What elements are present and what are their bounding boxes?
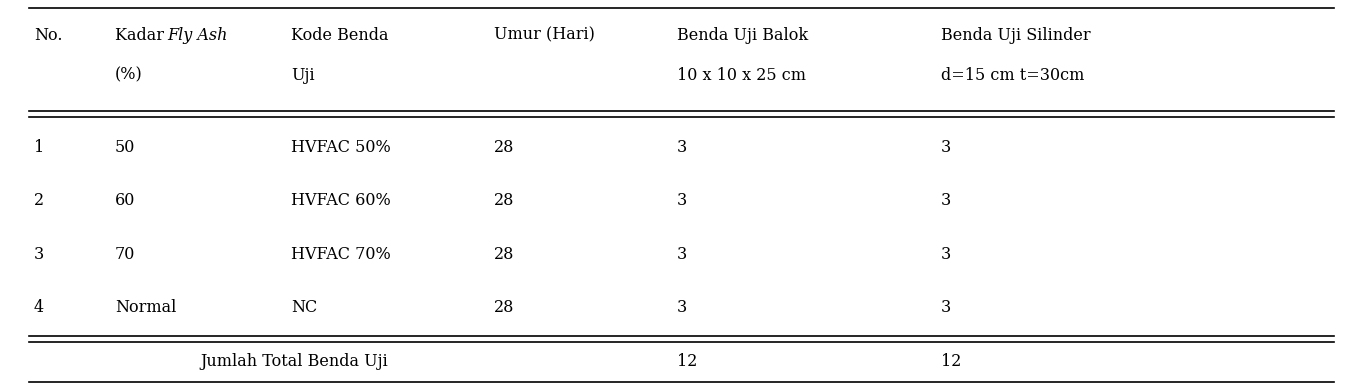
Text: 3: 3 bbox=[677, 139, 688, 156]
Text: 3: 3 bbox=[34, 246, 45, 262]
Text: Benda Uji Silinder: Benda Uji Silinder bbox=[941, 27, 1091, 44]
Text: 70: 70 bbox=[115, 246, 135, 262]
Text: Uji: Uji bbox=[291, 67, 314, 83]
Text: 28: 28 bbox=[494, 246, 515, 262]
Text: HVFAC 50%: HVFAC 50% bbox=[291, 139, 391, 156]
Text: 10 x 10 x 25 cm: 10 x 10 x 25 cm bbox=[677, 67, 806, 83]
Text: Fly Ash: Fly Ash bbox=[167, 27, 227, 44]
Text: 3: 3 bbox=[941, 299, 952, 316]
Text: 12: 12 bbox=[677, 353, 697, 369]
Text: 1: 1 bbox=[34, 139, 45, 156]
Text: 28: 28 bbox=[494, 299, 515, 316]
Text: 50: 50 bbox=[115, 139, 135, 156]
Text: d=15 cm t=30cm: d=15 cm t=30cm bbox=[941, 67, 1085, 83]
Text: Normal: Normal bbox=[115, 299, 176, 316]
Text: 4: 4 bbox=[34, 299, 43, 316]
Text: No.: No. bbox=[34, 27, 62, 44]
Text: Umur (Hari): Umur (Hari) bbox=[494, 27, 596, 44]
Text: Jumlah Total Benda Uji: Jumlah Total Benda Uji bbox=[200, 353, 387, 369]
Text: 3: 3 bbox=[677, 299, 688, 316]
Text: 2: 2 bbox=[34, 192, 43, 209]
Text: 28: 28 bbox=[494, 192, 515, 209]
Text: Benda Uji Balok: Benda Uji Balok bbox=[677, 27, 808, 44]
Text: 28: 28 bbox=[494, 139, 515, 156]
Text: 3: 3 bbox=[941, 192, 952, 209]
Text: 3: 3 bbox=[941, 246, 952, 262]
Text: 12: 12 bbox=[941, 353, 961, 369]
Text: Kode Benda: Kode Benda bbox=[291, 27, 389, 44]
Text: 3: 3 bbox=[941, 139, 952, 156]
Text: HVFAC 60%: HVFAC 60% bbox=[291, 192, 391, 209]
Text: Kadar: Kadar bbox=[115, 27, 169, 44]
Text: 3: 3 bbox=[677, 246, 688, 262]
Text: HVFAC 70%: HVFAC 70% bbox=[291, 246, 391, 262]
Text: NC: NC bbox=[291, 299, 317, 316]
Text: (%): (%) bbox=[115, 67, 142, 83]
Text: 60: 60 bbox=[115, 192, 135, 209]
Text: 3: 3 bbox=[677, 192, 688, 209]
